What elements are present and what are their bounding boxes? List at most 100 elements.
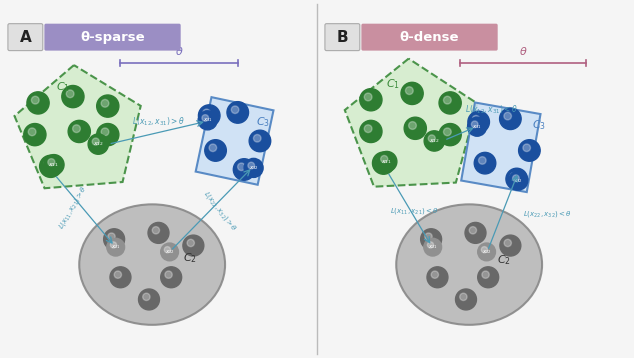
Circle shape <box>401 82 424 105</box>
Circle shape <box>472 116 480 123</box>
Circle shape <box>455 289 477 310</box>
Circle shape <box>231 106 239 113</box>
Circle shape <box>504 112 512 120</box>
Text: $L(x_{11}, x_{21}) > \theta$: $L(x_{11}, x_{21}) > \theta$ <box>56 184 89 231</box>
Circle shape <box>96 124 119 146</box>
Text: θ-sparse: θ-sparse <box>81 31 145 44</box>
Circle shape <box>48 159 55 166</box>
Circle shape <box>431 271 439 278</box>
Circle shape <box>421 229 441 250</box>
Circle shape <box>183 235 204 256</box>
Circle shape <box>359 89 382 111</box>
Circle shape <box>244 158 263 178</box>
Polygon shape <box>345 59 477 187</box>
Circle shape <box>427 242 434 248</box>
Circle shape <box>138 289 160 310</box>
Circle shape <box>469 227 477 234</box>
Circle shape <box>101 100 109 107</box>
Circle shape <box>424 238 442 256</box>
Text: $L(x_{12}, x_{31}) > \theta$: $L(x_{12}, x_{31}) > \theta$ <box>132 116 185 128</box>
Text: $L(x_{22}, x_{32}) < \theta$: $L(x_{22}, x_{32}) < \theta$ <box>523 209 572 219</box>
Circle shape <box>108 233 115 240</box>
Text: B: B <box>337 30 348 45</box>
FancyBboxPatch shape <box>361 24 498 50</box>
FancyBboxPatch shape <box>325 24 360 50</box>
Circle shape <box>504 239 512 247</box>
Circle shape <box>107 238 124 256</box>
Circle shape <box>110 267 131 288</box>
Text: $C_1$: $C_1$ <box>56 80 70 94</box>
FancyBboxPatch shape <box>44 24 181 50</box>
Circle shape <box>29 128 36 136</box>
Text: $x_{12}$: $x_{12}$ <box>93 140 104 148</box>
Circle shape <box>509 171 528 190</box>
Circle shape <box>110 242 117 248</box>
Text: $C_2$: $C_2$ <box>183 251 197 265</box>
Circle shape <box>481 247 488 253</box>
Circle shape <box>205 140 226 161</box>
Circle shape <box>428 135 436 142</box>
Circle shape <box>248 162 255 169</box>
Circle shape <box>233 159 255 180</box>
Circle shape <box>148 222 169 243</box>
Circle shape <box>114 271 122 278</box>
Circle shape <box>92 138 100 145</box>
Text: $L(x_{12}, x_{31}) < \theta$: $L(x_{12}, x_{31}) < \theta$ <box>465 103 518 116</box>
Polygon shape <box>461 102 541 192</box>
Polygon shape <box>15 65 141 188</box>
Text: A: A <box>20 30 31 45</box>
Text: θ-dense: θ-dense <box>400 31 459 44</box>
Ellipse shape <box>79 204 225 325</box>
Text: $L(x_{11}, x_{21}) < \theta$: $L(x_{11}, x_{21}) < \theta$ <box>390 206 439 216</box>
Text: $x_{32}$: $x_{32}$ <box>249 164 259 172</box>
Text: θ: θ <box>520 47 526 57</box>
Circle shape <box>61 86 84 108</box>
Circle shape <box>143 293 150 300</box>
Circle shape <box>482 271 489 278</box>
Circle shape <box>209 144 217 151</box>
Circle shape <box>380 155 388 163</box>
Text: $L(x_{22}, x_{32}) > \theta$: $L(x_{22}, x_{32}) > \theta$ <box>202 188 239 233</box>
Circle shape <box>152 227 160 234</box>
Circle shape <box>203 109 210 117</box>
Circle shape <box>510 173 518 180</box>
Circle shape <box>439 92 462 114</box>
Circle shape <box>478 267 499 288</box>
Circle shape <box>254 135 261 142</box>
Circle shape <box>519 140 540 161</box>
Circle shape <box>506 168 527 190</box>
Circle shape <box>40 155 62 178</box>
Circle shape <box>249 130 271 152</box>
Text: $x_{22}$: $x_{22}$ <box>482 248 491 256</box>
Circle shape <box>238 163 245 170</box>
Text: $x_{31}$: $x_{31}$ <box>203 116 212 124</box>
Circle shape <box>165 271 172 278</box>
Circle shape <box>444 128 451 136</box>
Circle shape <box>479 157 486 164</box>
Circle shape <box>377 156 385 164</box>
Circle shape <box>227 102 249 123</box>
Circle shape <box>523 144 531 151</box>
Circle shape <box>101 128 109 136</box>
Circle shape <box>409 122 417 129</box>
Circle shape <box>66 90 74 98</box>
Circle shape <box>44 160 52 168</box>
Polygon shape <box>196 97 273 185</box>
Text: $x_{11}$: $x_{11}$ <box>381 158 392 165</box>
Circle shape <box>468 111 489 133</box>
Circle shape <box>513 175 519 182</box>
Text: $C_2$: $C_2$ <box>497 253 511 267</box>
Circle shape <box>164 247 171 253</box>
Circle shape <box>468 117 487 136</box>
Circle shape <box>88 134 108 154</box>
Circle shape <box>161 243 179 261</box>
Circle shape <box>44 155 64 175</box>
Circle shape <box>187 239 195 247</box>
Text: θ: θ <box>176 47 183 57</box>
Circle shape <box>500 235 521 256</box>
Circle shape <box>474 153 496 174</box>
Circle shape <box>96 95 119 117</box>
Circle shape <box>104 229 124 250</box>
Text: $x_{22}$: $x_{22}$ <box>165 248 174 256</box>
Circle shape <box>427 267 448 288</box>
